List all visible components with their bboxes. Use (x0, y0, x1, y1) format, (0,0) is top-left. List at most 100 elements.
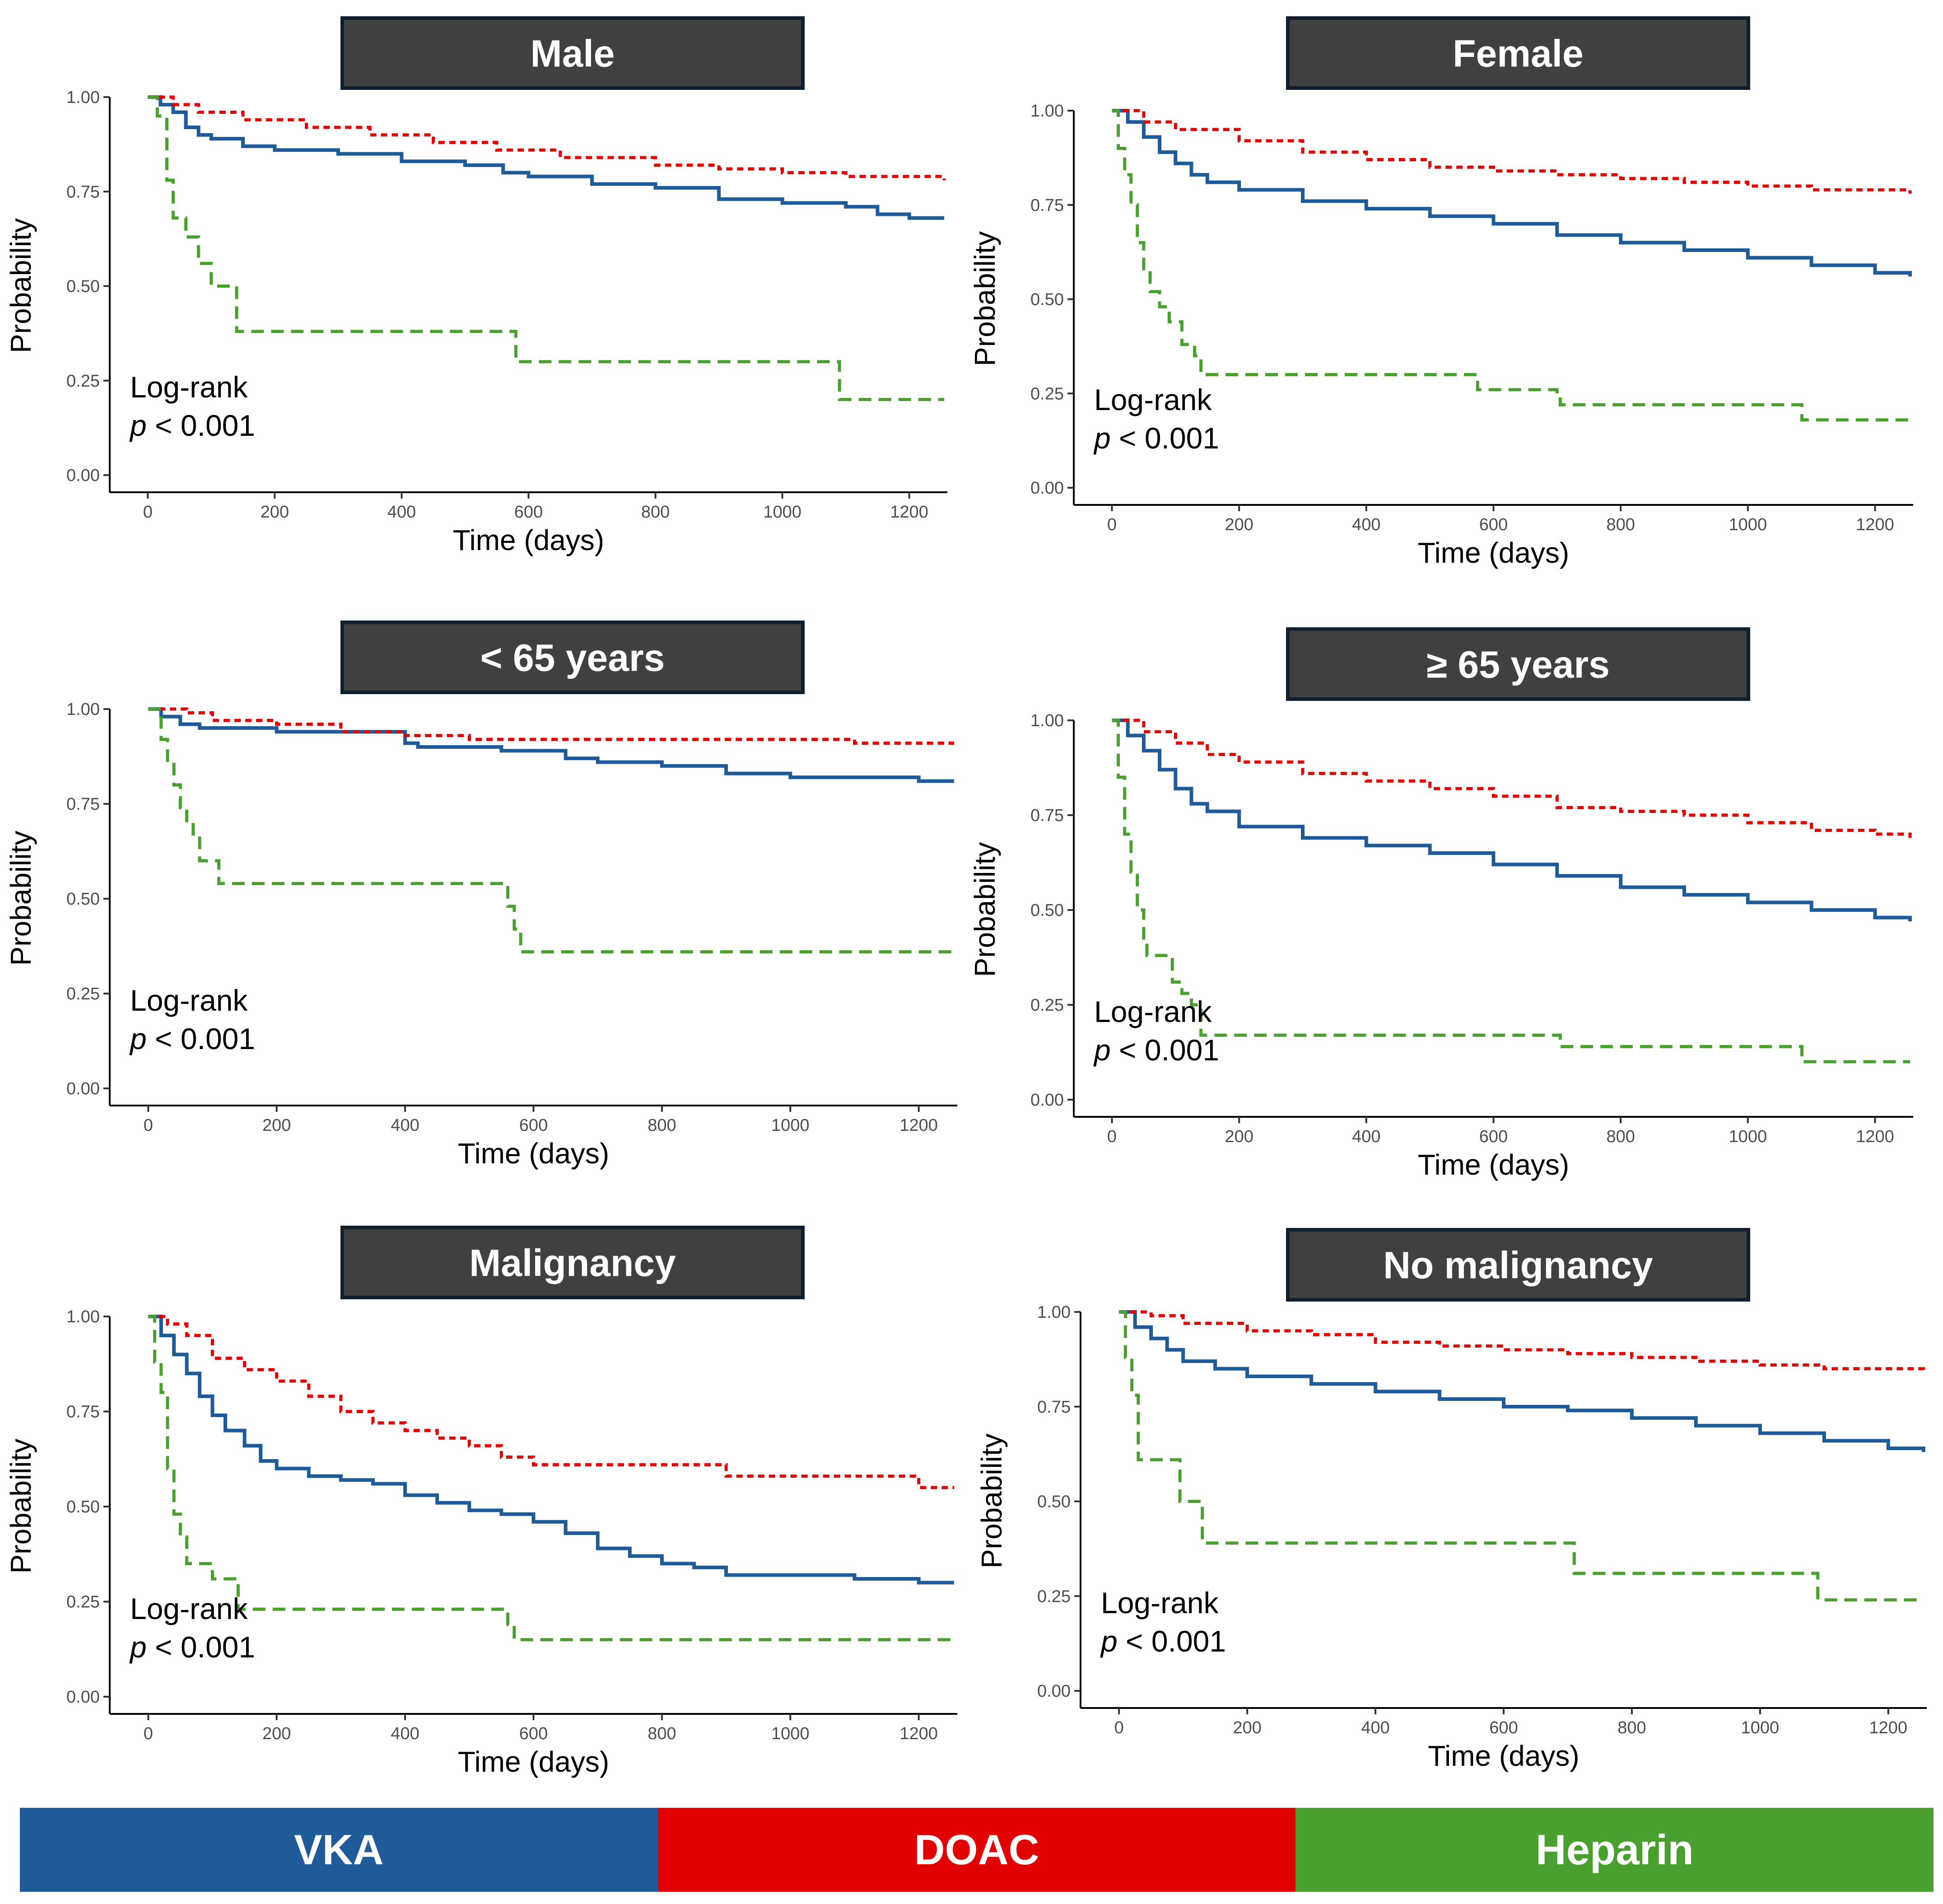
curve-vka (148, 1315, 954, 1585)
y-tick-label: 1.00 (1030, 711, 1064, 730)
panel-under-65: < 65 years 0.00 0.25 0.50 0.75 1.00 0 200 400 600… (5, 621, 957, 1170)
y-tick-label: 0.50 (1030, 290, 1064, 309)
y-tick-label: 0.00 (66, 1079, 100, 1098)
y-axis-title: Probability (975, 1433, 1008, 1568)
y-tick-label: 0.00 (1030, 479, 1064, 498)
logrank-label: Log-rank (1094, 995, 1212, 1028)
y-tick-label: 0.75 (66, 182, 100, 201)
x-tick-label: 0 (1107, 515, 1117, 534)
y-axis-title: Probability (5, 1439, 37, 1574)
curve-vka (148, 95, 944, 220)
y-tick-label: 0.75 (1037, 1398, 1071, 1417)
x-tick-label: 600 (1479, 515, 1508, 534)
x-tick-label: 600 (514, 503, 543, 522)
x-tick-label: 800 (1617, 1718, 1646, 1737)
x-tick-label: 200 (1233, 1718, 1261, 1737)
y-tick-label: 1.00 (66, 700, 100, 719)
p-value: < 0.001 (1118, 1624, 1226, 1658)
p-value: < 0.001 (147, 409, 255, 442)
p-value-label: p < 0.001 (129, 1022, 255, 1055)
curve-doac (148, 1315, 954, 1489)
x-tick-label: 600 (1479, 1127, 1508, 1146)
y-tick-label: 1.00 (66, 88, 100, 107)
y-tick-label: 0.50 (1030, 901, 1064, 920)
x-tick-label: 400 (1352, 515, 1380, 534)
p-symbol: p (129, 1630, 147, 1664)
x-tick-label: 1000 (763, 503, 801, 522)
curve-vka (1119, 1310, 1925, 1452)
legend-heparin-label: Heparin (1535, 1826, 1694, 1873)
x-tick-label: 0 (1114, 1718, 1124, 1737)
x-tick-label: 800 (1606, 1127, 1635, 1146)
x-tick-label: 600 (519, 1724, 548, 1743)
curve-heparin (148, 95, 944, 401)
curve-heparin (1112, 719, 1910, 1064)
p-value: < 0.001 (147, 1630, 255, 1664)
panel-title: Male (531, 33, 615, 75)
panel-title: < 65 years (480, 637, 665, 679)
x-tick-label: 400 (391, 1116, 419, 1135)
panel-female: Female 0.00 0.25 0.50 0.75 1.00 0 200 400 600 800 1… (969, 16, 1913, 569)
panel-title-box (340, 621, 805, 694)
y-tick-label: 0.25 (66, 372, 100, 391)
y-axis-title: Probability (969, 231, 1001, 366)
x-tick-label: 1200 (1869, 1718, 1908, 1737)
panel-title: No malignancy (1383, 1244, 1653, 1287)
x-tick-label: 400 (391, 1724, 419, 1743)
y-tick-label: 0.25 (1037, 1587, 1071, 1606)
y-axis-title: Probability (5, 218, 37, 353)
x-tick-label: 1000 (771, 1116, 810, 1135)
curve-heparin (1112, 109, 1910, 422)
y-tick-label: 0.00 (66, 466, 100, 485)
y-tick-label: 0.50 (66, 277, 100, 296)
legend-vka: VKA (20, 1808, 658, 1892)
p-value: < 0.001 (1111, 1033, 1219, 1067)
x-axis-title: Time (days) (458, 1745, 609, 1778)
km-figure: Male 0.00 0.25 0.50 0.75 1.00 0 200 400 600 800 100… (5, 16, 1927, 1778)
curve-doac (1112, 719, 1912, 838)
curve-vka (1112, 109, 1912, 277)
panel-title-box (1286, 16, 1750, 90)
x-tick-label: 200 (262, 1116, 291, 1135)
panel-title: Malignancy (469, 1242, 676, 1284)
logrank-label: Log-rank (130, 984, 248, 1017)
y-tick-label: 1.00 (66, 1307, 100, 1326)
curve-doac (1119, 1310, 1925, 1373)
curve-vka (148, 707, 954, 783)
y-tick-label: 0.00 (66, 1688, 100, 1707)
x-tick-label: 1000 (1729, 515, 1767, 534)
x-axis-title: Time (days) (1428, 1740, 1579, 1772)
x-axis-title: Time (days) (1418, 1148, 1569, 1181)
logrank-label: Log-rank (1101, 1586, 1219, 1619)
x-tick-label: 0 (1107, 1127, 1117, 1146)
y-tick-label: 0.25 (66, 985, 100, 1003)
panel-65-plus: ≥ 65 years 0.00 0.25 0.50 0.75 1.00 0 200 400 600… (969, 627, 1913, 1181)
p-symbol: p (129, 409, 147, 442)
x-tick-label: 200 (261, 503, 289, 522)
legend-doac-label: DOAC (914, 1826, 1039, 1873)
x-tick-label: 200 (1225, 1127, 1253, 1146)
p-value-label: p < 0.001 (1093, 421, 1219, 455)
x-tick-label: 400 (1352, 1127, 1380, 1146)
p-value-label: p < 0.001 (129, 1630, 255, 1664)
panel-title: Female (1453, 33, 1584, 75)
y-tick-label: 0.50 (66, 890, 100, 909)
logrank-label: Log-rank (130, 1592, 248, 1625)
x-tick-label: 1000 (1729, 1127, 1767, 1146)
panel-title-box (1286, 1228, 1750, 1302)
y-axis-title: Probability (5, 831, 37, 966)
curve-vka (1112, 719, 1912, 922)
logrank-label: Log-rank (1094, 383, 1212, 416)
y-tick-label: 0.00 (1037, 1682, 1071, 1701)
y-tick-label: 0.75 (1030, 806, 1064, 825)
curve-doac (1112, 109, 1912, 194)
x-tick-label: 600 (1489, 1718, 1518, 1737)
x-axis-title: Time (days) (453, 524, 604, 556)
x-tick-label: 1000 (1741, 1718, 1780, 1737)
x-tick-label: 400 (1361, 1718, 1389, 1737)
y-tick-label: 0.75 (1030, 196, 1064, 215)
x-tick-label: 1200 (890, 503, 928, 522)
y-tick-label: 0.50 (1037, 1493, 1071, 1512)
y-tick-label: 0.25 (66, 1593, 100, 1612)
y-tick-label: 0.75 (66, 795, 100, 814)
